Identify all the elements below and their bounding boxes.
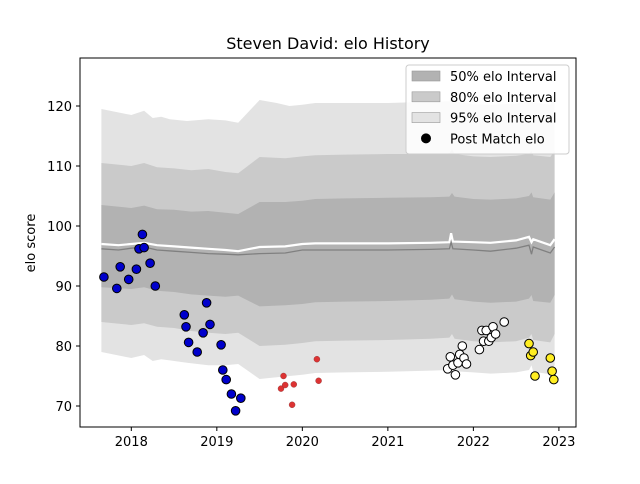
data-point-s1-12 [181,322,191,332]
x-tick-label-2020: 2020 [286,435,319,450]
y-tick-label-70: 70 [55,400,72,415]
data-point-s2-7 [315,377,322,384]
y-tick-label-80: 80 [55,340,72,355]
data-point-s1-13 [183,337,194,348]
data-point-s3-2 [445,352,456,362]
y-tick-label-110: 110 [47,160,72,175]
legend-swatch-95-elo-interval [411,112,441,123]
axes: 2018 2019 2020 2021 2022 2023 70 80 90 100 110 120 [47,57,577,450]
data-point-s1-20 [221,374,231,385]
data-point-s4-3 [528,347,539,357]
data-point-s2-3 [282,381,289,389]
x-tick-label-2022: 2022 [457,435,490,450]
plot-content [99,94,559,416]
data-point-s4-5 [545,353,556,363]
legend-box [405,64,570,155]
data-point-s1-18 [216,340,226,350]
legend-swatch-50-elo-interval [411,70,441,82]
data-point-s3-4 [450,370,461,380]
data-point-s3-7 [457,341,468,351]
y-axis-label: elo score [24,214,39,273]
x-tick-label-2021: 2021 [371,435,404,450]
plot-area [99,94,559,416]
data-point-s2-1 [277,385,285,392]
legend: 50% elo Interval 80% elo Interval 95% elo … [405,64,570,155]
y-tick-label-120: 120 [47,100,72,115]
legend-label-post-match-elo: Post Match elo [450,132,545,147]
data-point-s1-17 [205,319,215,330]
data-point-s1-14 [192,347,202,357]
data-point-s1-2 [112,283,122,294]
elo-line-1 [101,232,556,253]
data-point-s2-4 [288,401,296,408]
data-point-s1-23 [236,393,246,404]
data-point-s1-22 [230,406,241,416]
data-point-s1-15 [198,328,208,338]
legend-label-50-elo-interval: 50% elo Interval [450,70,557,85]
plot-frame [79,57,577,428]
legend-label-95-elo-interval: 95% elo Interval [450,112,557,127]
legend-marker-post-match-elo [421,133,431,144]
chart-title: Steven David: elo History [226,34,430,53]
data-point-s1-10 [150,281,161,291]
data-point-s3-10 [474,344,485,355]
data-point-s3-18 [499,317,510,327]
data-point-s1-3 [115,262,125,272]
data-point-s2-6 [313,356,321,363]
legend-swatch-80-elo-interval [411,91,441,103]
data-point-s1-19 [218,365,228,375]
y-tick-label-90: 90 [55,280,72,295]
data-point-s4-7 [549,374,559,385]
data-point-s1-16 [201,298,212,308]
data-point-s3-17 [490,329,501,339]
data-point-s1-7 [137,229,148,240]
data-point-s1-11 [179,310,190,320]
elo-line-2 [101,239,556,256]
data-point-s1-21 [226,389,237,399]
x-tick-label-2023: 2023 [542,435,575,450]
legend-label-80-elo-interval: 80% elo Interval [450,91,557,106]
data-point-s2-5 [290,381,297,388]
x-tick-label-2019: 2019 [200,435,233,450]
data-point-s4-6 [547,366,557,377]
data-point-s1-9 [145,258,155,269]
data-point-s1-8 [139,242,149,253]
data-point-s1-4 [123,274,134,285]
data-point-s4-1 [524,338,534,349]
y-tick-label-100: 100 [47,220,72,235]
data-point-s2-2 [280,372,287,380]
x-tick-label-2018: 2018 [115,435,148,450]
data-point-s3-9 [461,359,472,369]
data-point-s1-1 [99,272,109,282]
data-point-s4-4 [530,371,540,381]
data-point-s1-5 [131,264,142,275]
